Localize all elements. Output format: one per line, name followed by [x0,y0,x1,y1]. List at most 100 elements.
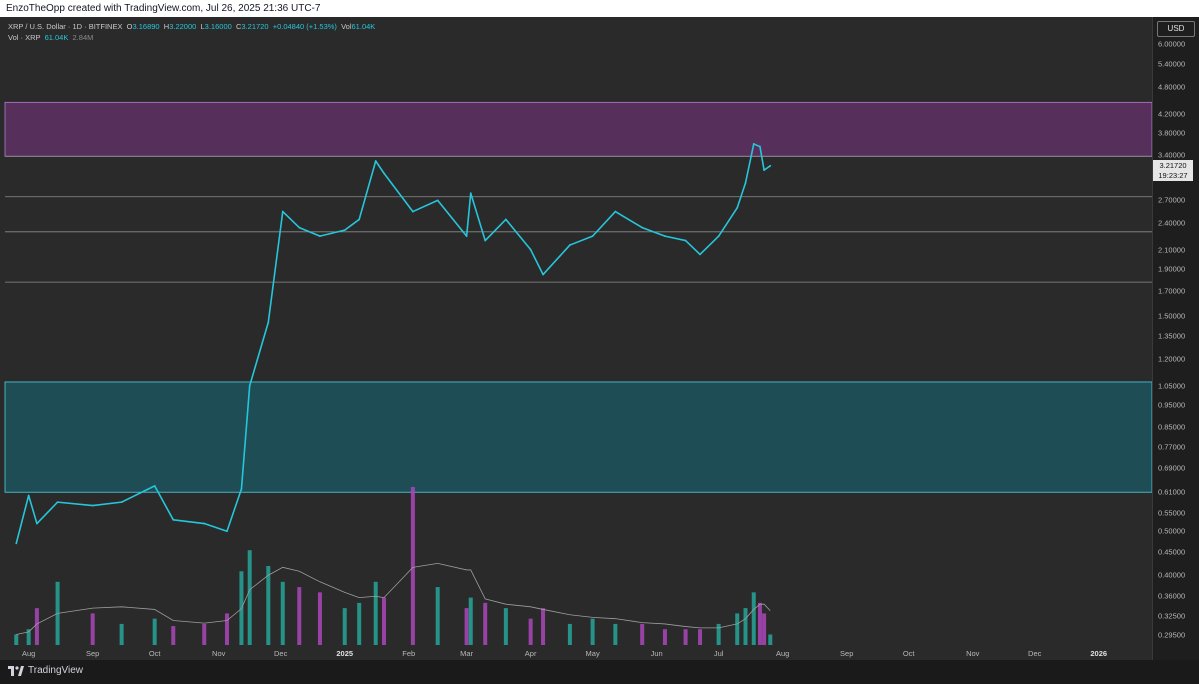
low-label: L [200,22,205,31]
price-tick: 0.85000 [1158,422,1186,432]
symbol-name: XRP / U.S. Dollar · 1D · BITFINEX [8,22,123,31]
price-point [153,484,156,487]
time-tick: Oct [902,649,915,658]
time-tick: Sep [86,649,100,658]
price-tick: 0.95000 [1158,400,1186,410]
volume-series-label: Vol · XRP [8,33,41,42]
volume-series-value: 61.04K [44,33,69,42]
volume-bar [483,602,488,645]
time-tick: Jul [713,649,724,658]
price-tick: 0.77000 [1158,442,1186,452]
volume-bar [735,613,740,645]
time-tick: Feb [402,649,416,658]
price-point [36,522,38,525]
price-tick: 0.50000 [1158,526,1186,536]
volume-bar [26,629,31,645]
last-price-label: 3.21720 19:23:27 [1153,159,1193,181]
price-line [15,143,771,544]
volume-bar [590,618,595,645]
currency-button[interactable]: USD [1157,21,1195,37]
volume-bar [468,597,473,645]
ohlc-row: XRP / U.S. Dollar · 1D · BITFINEX O3.168… [8,21,375,32]
volume-bar [762,613,767,645]
time-tick: 2025 [336,649,354,658]
open-value: 3.16890 [132,22,160,31]
price-tick: 1.35000 [1158,331,1186,341]
time-tick: Apr [524,649,537,658]
price-tick: 6.00000 [1158,39,1186,49]
price-tick: 1.50000 [1158,311,1186,321]
time-tick: Nov [966,649,980,658]
price-point [529,248,532,251]
volume-bar [280,581,285,645]
time-tick: May [585,649,600,658]
time-tick: Nov [212,649,226,658]
price-tick: 0.29500 [1158,630,1186,640]
price-tick: 0.32500 [1158,611,1186,621]
volume-bar [14,634,19,645]
price-point [56,501,59,504]
price-point [120,501,123,504]
price-tick: 0.45000 [1158,547,1186,557]
volume-bar [34,608,39,645]
volume-bar [528,618,533,645]
change-value: +0.04840 (+1.53%) [272,22,337,31]
price-point [752,143,755,145]
tradingview-logo[interactable]: TradingView [8,665,83,676]
vol-value: 61.04K [351,22,376,31]
volume-ma-line [16,562,771,635]
volume-bar [119,623,124,645]
time-tick: Dec [1028,649,1042,658]
open-label: O [126,22,133,31]
volume-bar [698,629,703,645]
high-label: H [163,22,170,31]
price-point [358,218,361,221]
price-pane[interactable]: XRP / U.S. Dollar · 1D · BITFINEX O3.168… [0,17,1152,660]
volume-bar [317,592,322,645]
time-tick: Jun [650,649,663,658]
volume-bar [683,629,688,645]
price-tick: 2.10000 [1158,245,1186,255]
price-tick: 0.55000 [1158,508,1186,518]
volume-bar [743,608,748,645]
price-tick: 3.40000 [1158,150,1186,160]
footer-bar: TradingView [0,660,1199,684]
volume-bar [342,608,347,645]
high-value: 3.22000 [169,22,197,31]
volume-bar [202,623,207,645]
price-point [91,504,94,507]
price-tick: 0.69000 [1158,463,1186,473]
price-point [591,235,594,238]
last-price-value: 3.21720 [1159,160,1187,170]
price-point [15,542,18,545]
price-tick: 0.61000 [1158,487,1186,497]
price-tick: 2.70000 [1158,195,1186,205]
time-tick: Aug [21,649,36,658]
price-tick: 1.70000 [1158,286,1186,296]
chart-frame[interactable]: XRP / U.S. Dollar · 1D · BITFINEX O3.168… [0,17,1199,660]
time-tick: Dec [274,649,288,658]
price-point [343,229,346,232]
price-point [374,160,377,162]
tradingview-logo-icon [8,665,24,676]
volume-bar [373,581,378,645]
price-point [769,164,772,167]
vol-label: Vol [341,22,352,31]
volume-bar [662,629,667,645]
price-tick: 5.40000 [1158,59,1186,69]
price-point [436,199,439,202]
price-axis[interactable]: USD 6.00000 5.40000 4.80000 4.20000 3.80000 3… [1152,17,1199,660]
price-point [504,218,507,221]
footer-brand: TradingView [28,665,84,676]
low-value: 3.16000 [204,22,232,31]
price-tick: 0.36000 [1158,591,1186,601]
volume-bar [247,550,252,645]
volume-ma-value: 2.84M [72,33,94,42]
price-point [319,235,321,238]
resistance-zone [4,101,1152,157]
price-point [744,182,747,184]
support-zone [4,381,1152,493]
price-point [298,226,301,229]
price-chart-svg[interactable] [0,17,1152,660]
price-point [569,244,571,246]
